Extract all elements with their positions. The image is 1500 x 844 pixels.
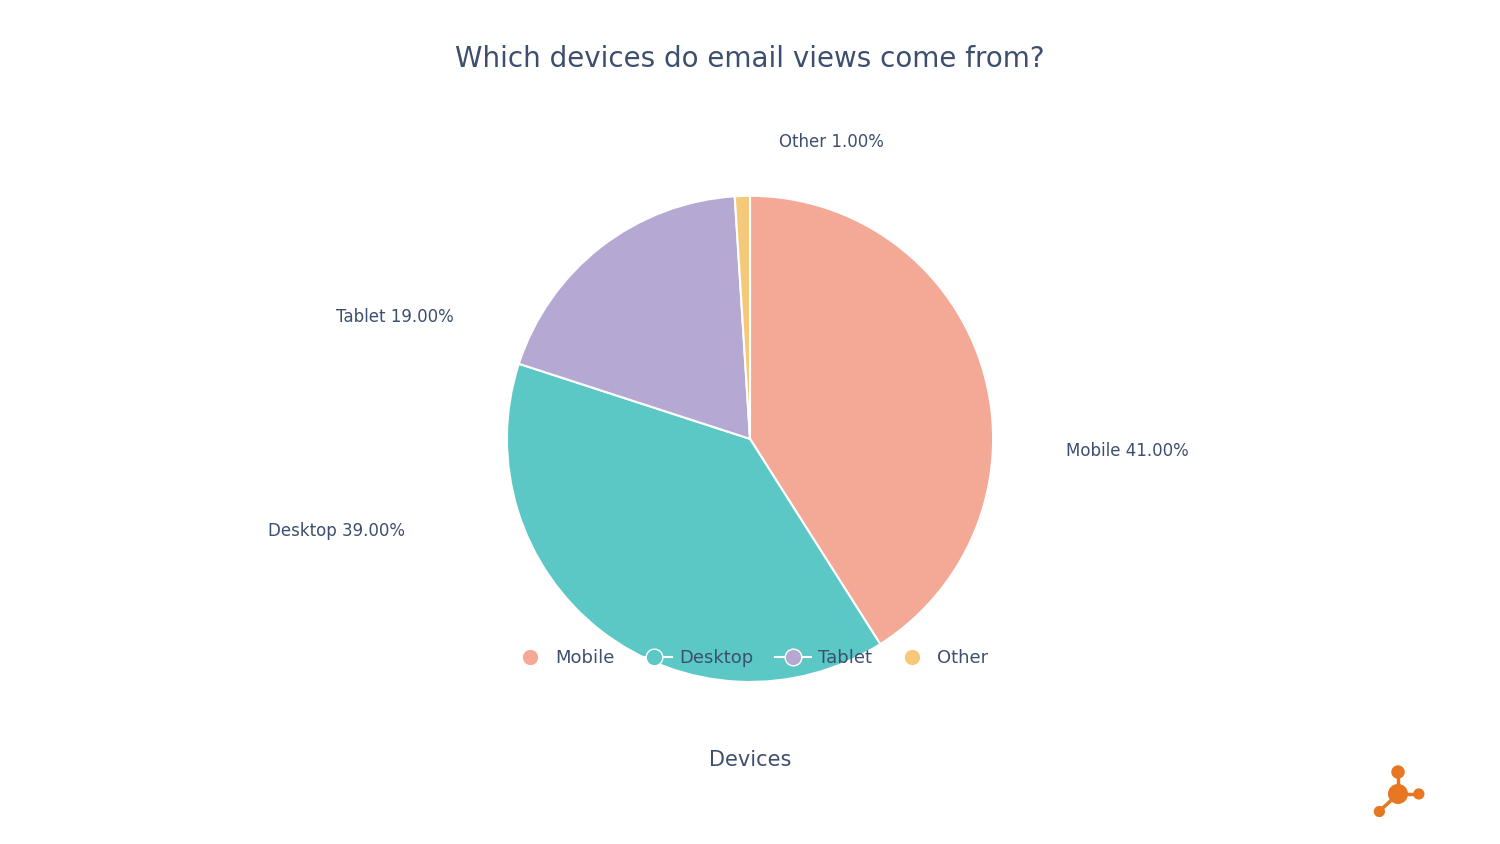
- Text: Mobile 41.00%: Mobile 41.00%: [1066, 442, 1188, 460]
- Wedge shape: [519, 197, 750, 439]
- Text: Devices: Devices: [710, 749, 791, 770]
- Text: Other 1.00%: Other 1.00%: [778, 133, 883, 151]
- Legend: Mobile, Desktop, Tablet, Other: Mobile, Desktop, Tablet, Other: [504, 642, 996, 674]
- Wedge shape: [507, 364, 880, 682]
- Circle shape: [1414, 789, 1424, 799]
- Text: Tablet 19.00%: Tablet 19.00%: [336, 308, 453, 327]
- Circle shape: [1374, 807, 1384, 816]
- Text: Desktop 39.00%: Desktop 39.00%: [268, 522, 405, 540]
- Circle shape: [1389, 785, 1407, 803]
- Circle shape: [1392, 766, 1404, 778]
- Wedge shape: [750, 196, 993, 644]
- Wedge shape: [735, 196, 750, 439]
- Text: Which devices do email views come from?: Which devices do email views come from?: [454, 45, 1046, 73]
